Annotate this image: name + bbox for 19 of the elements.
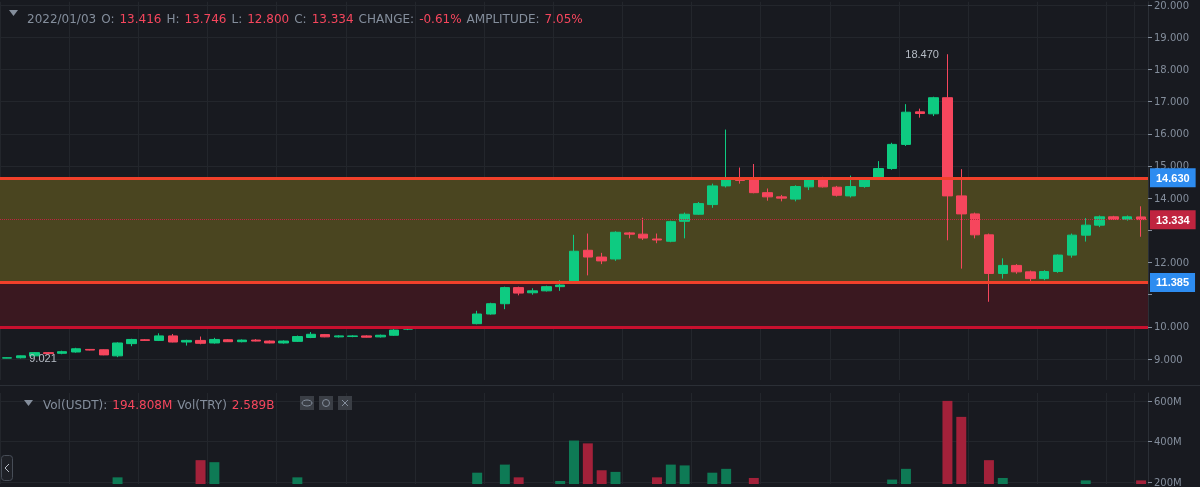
y-tick-label: 14.000 xyxy=(1154,192,1189,204)
y-tick-label: 400M xyxy=(1154,436,1182,448)
y-tick-label: 16.000 xyxy=(1154,128,1189,140)
annotation: 9.021 xyxy=(29,352,57,365)
y-tick-label: 18.000 xyxy=(1154,63,1189,75)
ref-line-label: 13.334 xyxy=(1156,213,1191,226)
y-tick-label: 12.000 xyxy=(1154,257,1189,269)
y-tick-label: 9.000 xyxy=(1154,353,1183,365)
ref-line-label: 11.385 xyxy=(1156,276,1190,289)
annotation: 18.470 xyxy=(905,48,939,61)
y-tick-label: 10.000 xyxy=(1154,321,1189,333)
y-tick-label: 600M xyxy=(1154,395,1182,407)
ref-line-label: 14.630 xyxy=(1156,171,1190,184)
y-tick-label: 19.000 xyxy=(1154,31,1189,43)
y-tick-label: 17.000 xyxy=(1154,96,1189,108)
y-tick-label: 200M xyxy=(1154,476,1182,487)
chart-title: Vol(USDT): 194.808M Vol(TRY) 2.589B xyxy=(43,398,275,412)
y-tick-label: 20.000 xyxy=(1154,0,1189,11)
chart-title: 2022/01/03 O: 13.416 H: 13.746 L: 12.800 C: 13.334 CHANGE: -0.61% AMPLITUDE: 7.05% xyxy=(27,12,583,26)
